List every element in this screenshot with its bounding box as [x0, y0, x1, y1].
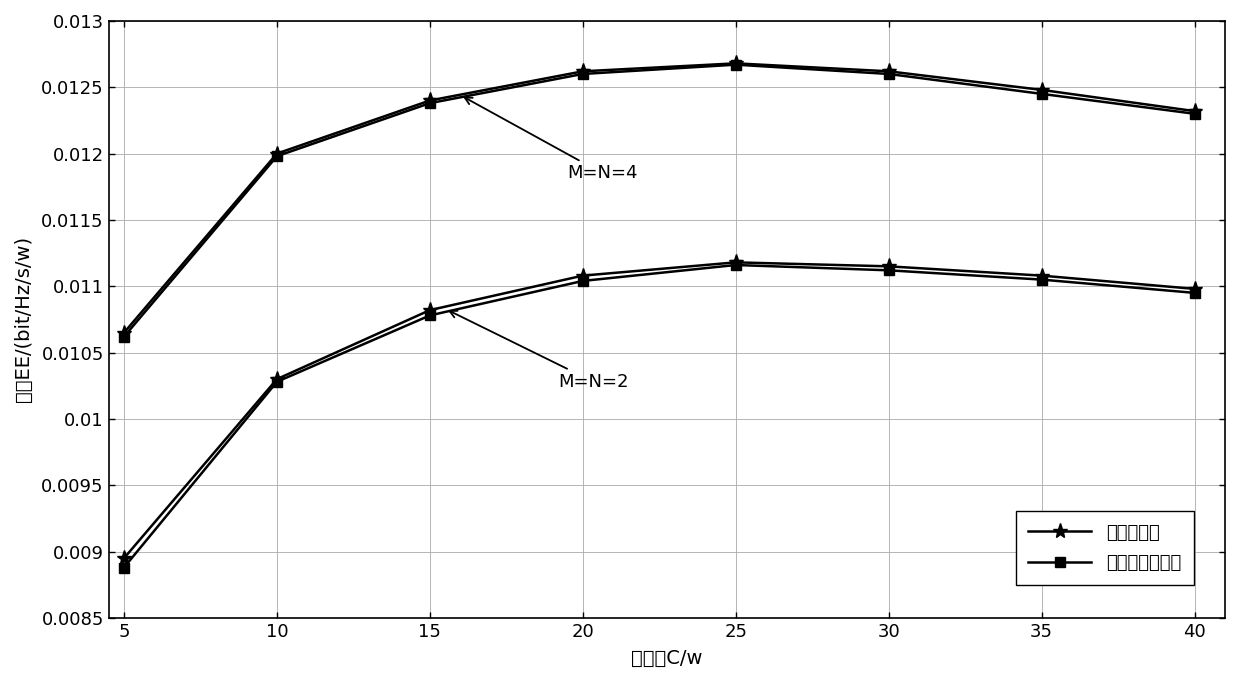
X-axis label: 总功率C/w: 总功率C/w	[631, 649, 703, 668]
Text: M=N=4: M=N=4	[465, 98, 638, 183]
Legend: 穷举搜索法, 本发明优化算法: 穷举搜索法, 本发明优化算法	[1016, 511, 1193, 585]
Text: M=N=2: M=N=2	[450, 311, 629, 391]
Y-axis label: 能效EE/(bit/Hz/s/w): 能效EE/(bit/Hz/s/w)	[14, 237, 33, 402]
